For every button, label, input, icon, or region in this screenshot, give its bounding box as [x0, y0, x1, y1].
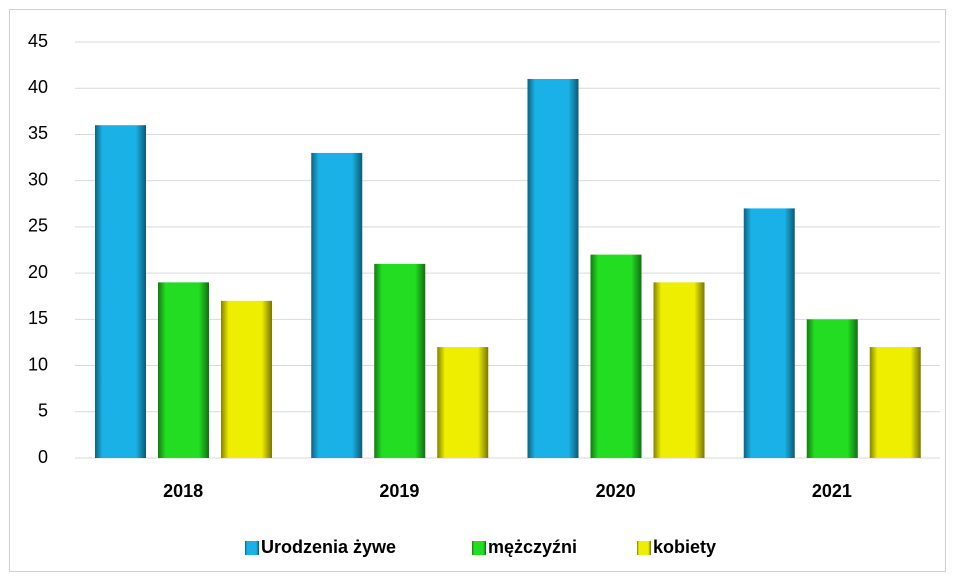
y-tick-label: 0: [38, 447, 48, 467]
y-tick-label: 5: [38, 401, 48, 421]
bar: [437, 347, 489, 458]
y-tick-label: 15: [28, 308, 48, 328]
bar: [311, 152, 363, 458]
bar: [869, 347, 921, 458]
x-tick-label: 2021: [812, 481, 852, 501]
y-tick-label: 30: [28, 169, 48, 189]
legend-label: mężczyźni: [488, 537, 577, 557]
y-tick-label: 35: [28, 123, 48, 143]
x-tick-label: 2018: [163, 481, 203, 501]
x-tick-label: 2020: [596, 481, 636, 501]
chart-border: [9, 9, 946, 572]
y-tick-label: 40: [28, 77, 48, 97]
legend-swatch: [245, 541, 259, 555]
bar: [743, 208, 795, 458]
bar: [158, 282, 209, 458]
bar: [590, 254, 642, 458]
y-tick-label: 25: [28, 216, 48, 236]
y-tick-label: 20: [28, 262, 48, 282]
bar: [806, 319, 858, 458]
y-tick-label: 45: [28, 31, 48, 51]
bar: [527, 78, 579, 458]
bar: [374, 263, 426, 458]
y-tick-label: 10: [28, 354, 48, 374]
bar: [653, 282, 705, 458]
legend-swatch: [637, 541, 651, 555]
bar: [221, 300, 272, 458]
legend-label: kobiety: [653, 537, 716, 557]
legend-label: Urodzenia żywe: [261, 537, 396, 557]
x-tick-label: 2019: [379, 481, 419, 501]
bar: [95, 125, 146, 458]
legend-swatch: [472, 541, 486, 555]
